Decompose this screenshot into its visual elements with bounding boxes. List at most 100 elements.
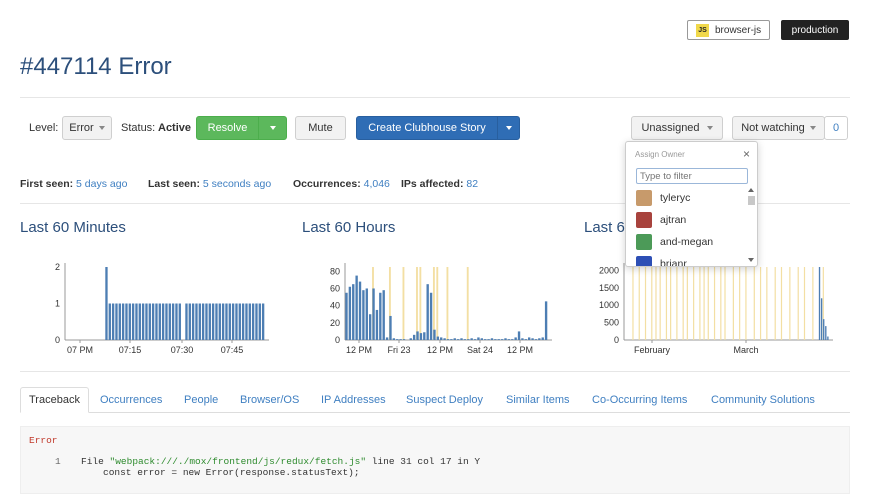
chart-bar[interactable]: [412, 334, 416, 340]
chart-bar[interactable]: [409, 338, 412, 340]
chart-bar[interactable]: [524, 339, 527, 340]
chart-bar[interactable]: [423, 332, 426, 340]
tab-browser-os[interactable]: Browser/OS: [240, 394, 300, 406]
environment-badge[interactable]: production: [781, 20, 849, 40]
chart-bar[interactable]: [128, 303, 131, 341]
close-icon[interactable]: ×: [743, 147, 751, 161]
chart-bar[interactable]: [248, 303, 251, 341]
chart-bar[interactable]: [365, 288, 368, 340]
chart-bar[interactable]: [514, 337, 517, 340]
chart-bar[interactable]: [504, 338, 507, 340]
chart-bar[interactable]: [151, 303, 155, 341]
chart-bar[interactable]: [396, 339, 399, 340]
tab-suspect-deploy[interactable]: Suspect Deploy: [406, 394, 484, 406]
chart-bar[interactable]: [372, 288, 375, 340]
chart-bar[interactable]: [544, 301, 548, 340]
chart-bar[interactable]: [205, 303, 208, 341]
chart-bar[interactable]: [541, 337, 544, 340]
chart-bar[interactable]: [235, 303, 238, 341]
chart-bar[interactable]: [355, 275, 358, 340]
tab-traceback[interactable]: [20, 387, 89, 413]
chart-bar[interactable]: [201, 303, 205, 341]
tab-community-solutions[interactable]: Community Solutions: [711, 394, 815, 406]
chart-bar[interactable]: [528, 337, 531, 340]
resolve-button[interactable]: Resolve: [196, 116, 259, 140]
create-clubhouse-story-button[interactable]: Create Clubhouse Story: [356, 116, 498, 140]
chart-bar[interactable]: [827, 336, 829, 340]
chart-bar[interactable]: [453, 338, 456, 340]
chart-bar[interactable]: [111, 303, 115, 341]
chart-bar[interactable]: [500, 339, 504, 340]
chart-bar[interactable]: [175, 303, 178, 341]
chart-bar[interactable]: [467, 339, 470, 340]
tab-traceback-label[interactable]: Traceback: [29, 394, 80, 406]
tab-ip-addresses[interactable]: IP Addresses: [321, 394, 386, 406]
chart-bar[interactable]: [185, 303, 188, 341]
chart-bar[interactable]: [368, 314, 372, 340]
chart-bar[interactable]: [385, 337, 389, 340]
tab-occurrences[interactable]: Occurrences: [100, 394, 163, 406]
chart-bar[interactable]: [497, 339, 500, 340]
chart-bar[interactable]: [221, 303, 225, 341]
chart-bar[interactable]: [823, 319, 825, 340]
chart-bar[interactable]: [171, 303, 175, 341]
chart-bar[interactable]: [161, 303, 165, 341]
first-seen-value[interactable]: 5 days ago: [76, 178, 128, 190]
chart-bar[interactable]: [521, 338, 524, 340]
tab-people[interactable]: People: [184, 394, 219, 406]
chart-bar[interactable]: [440, 337, 443, 340]
mute-button[interactable]: Mute: [295, 116, 346, 140]
chart-bar[interactable]: [389, 315, 392, 340]
chart-bar[interactable]: [490, 338, 494, 340]
chart-bar[interactable]: [358, 281, 362, 340]
chart-bar[interactable]: [345, 292, 348, 340]
chart-bar[interactable]: [484, 339, 487, 340]
chart-bar[interactable]: [138, 303, 141, 341]
chart-bar[interactable]: [251, 303, 255, 341]
chart-bar[interactable]: [487, 339, 490, 340]
chart-bar[interactable]: [125, 303, 128, 341]
scroll-thumb[interactable]: [748, 196, 755, 205]
ips-affected-value[interactable]: 82: [466, 178, 479, 190]
chart-bar[interactable]: [456, 339, 460, 340]
chart-bar[interactable]: [258, 303, 261, 341]
chart-bar[interactable]: [494, 339, 497, 340]
chart-bar[interactable]: [480, 338, 484, 340]
chart-bar[interactable]: [255, 303, 258, 341]
chart-bar[interactable]: [473, 339, 477, 340]
chart-bar[interactable]: [460, 338, 463, 340]
scrollbar[interactable]: [747, 188, 756, 264]
chart-bar[interactable]: [399, 339, 402, 340]
chart-bar[interactable]: [382, 290, 385, 340]
chart-bar[interactable]: [507, 339, 511, 340]
chart-bar[interactable]: [426, 284, 429, 340]
chart-bar[interactable]: [362, 290, 365, 340]
chart-bar[interactable]: [188, 303, 191, 341]
chart-bar[interactable]: [145, 303, 148, 341]
chart-bar[interactable]: [463, 339, 467, 340]
chart-bar[interactable]: [402, 339, 406, 340]
chart-bar[interactable]: [348, 286, 352, 340]
chart-bar[interactable]: [118, 303, 121, 341]
chart-bar[interactable]: [820, 298, 823, 340]
chart-bar[interactable]: [208, 303, 211, 341]
chart-bar[interactable]: [135, 303, 138, 341]
chart-bar[interactable]: [218, 303, 221, 341]
clubhouse-dropdown-button[interactable]: [497, 116, 520, 140]
scroll-up-icon[interactable]: [748, 188, 754, 192]
chart-bar[interactable]: [178, 303, 181, 341]
chart-bar[interactable]: [446, 339, 450, 340]
chart-bar[interactable]: [148, 303, 151, 341]
chart-bar[interactable]: [165, 303, 168, 341]
chart-bar[interactable]: [534, 339, 538, 340]
chart-bar[interactable]: [419, 333, 423, 340]
chart-bar[interactable]: [195, 303, 198, 341]
assign-owner-select[interactable]: Unassigned: [631, 116, 723, 140]
level-select[interactable]: Error: [62, 116, 112, 140]
chart-bar[interactable]: [155, 303, 158, 341]
tab-co-occurring-items[interactable]: Co-Occurring Items: [592, 394, 688, 406]
last-seen-value[interactable]: 5 seconds ago: [202, 178, 272, 190]
chart-bar[interactable]: [231, 303, 235, 341]
browser-badge[interactable]: JS browser-js: [687, 20, 770, 40]
chart-bar[interactable]: [238, 303, 241, 341]
